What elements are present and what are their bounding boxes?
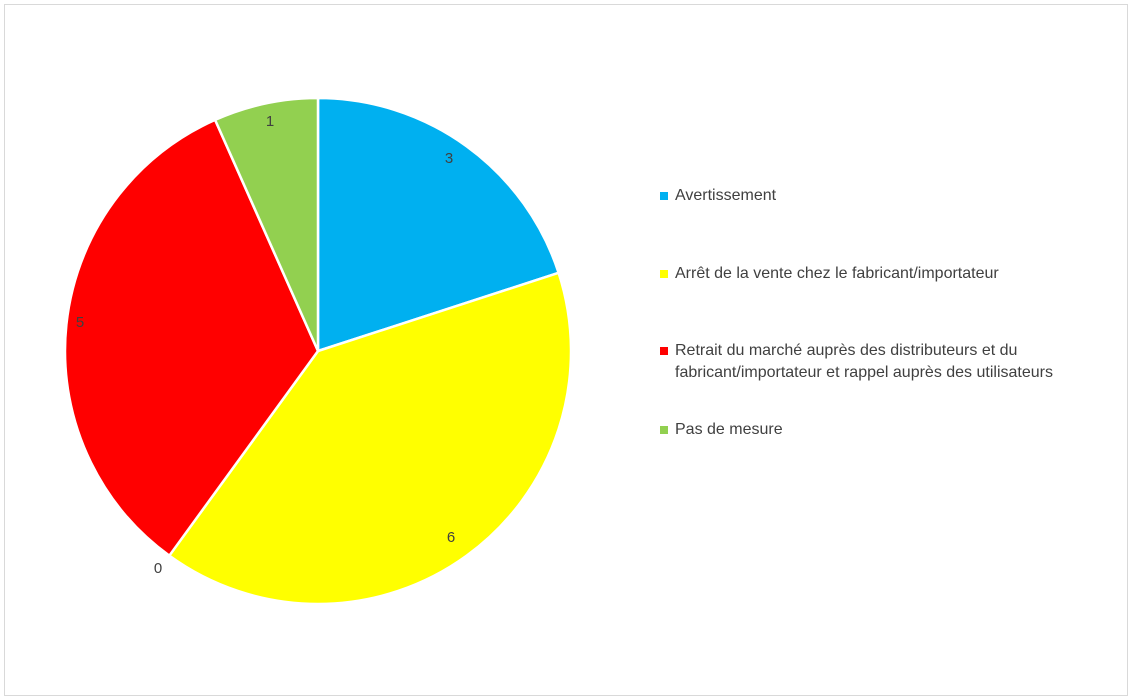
legend-swatch [660,270,668,278]
data-label: 0 [154,560,162,577]
legend-swatch [660,192,668,200]
legend: Avertissement Arrêt de la vente chez le … [660,185,1130,441]
legend-swatch [660,347,668,355]
legend-label: Arrêt de la vente chez le fabricant/impo… [675,265,999,282]
pie-slice [213,96,320,352]
legend-label: Avertissement [675,187,777,204]
data-label: 6 [447,529,455,546]
legend-label: Retrait du marché auprès des distributeu… [675,342,1053,381]
chart-frame: 3 6 0 5 1 Avertissement Arrêt de la vente ch… [4,4,1128,696]
data-label: 3 [445,150,453,167]
legend-item-arret-vente: Arrêt de la vente chez le fabricant/impo… [660,263,1130,285]
data-label: 5 [76,314,84,331]
pie-slice [167,271,573,606]
legend-item-pas-de-mesure: Pas de mesure [660,419,1130,441]
pie-slice [63,118,320,558]
legend-item-retrait-marche: Retrait du marché auprès des distributeu… [660,340,1130,384]
pie-slice [316,96,561,353]
legend-label: Pas de mesure [675,421,783,438]
pie-chart: 3 6 0 5 1 [63,96,573,606]
data-label: 1 [266,113,274,130]
legend-item-avertissement: Avertissement [660,185,1130,207]
legend-swatch [660,426,668,434]
